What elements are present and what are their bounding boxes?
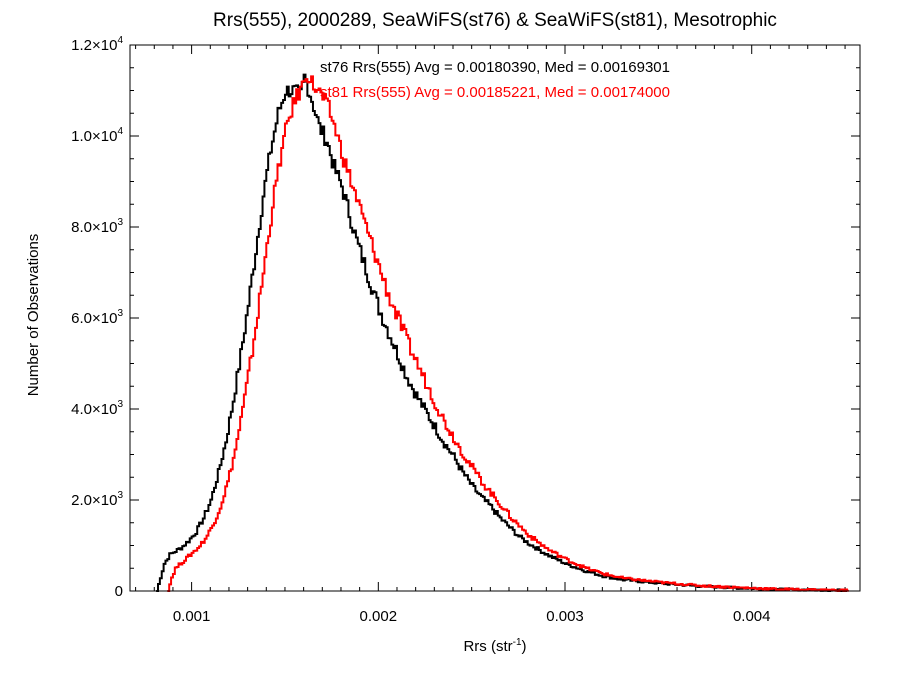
x-tick-label: 0.001 bbox=[173, 608, 211, 625]
y-axis-label: Number of Observations bbox=[25, 234, 42, 397]
y-tick-exponent: 3 bbox=[117, 308, 123, 319]
y-tick-label: 4.0×103 bbox=[71, 399, 123, 418]
y-tick-mantissa: 1.0×10 bbox=[71, 128, 117, 145]
y-tick-exponent: 3 bbox=[117, 399, 123, 410]
y-tick-label: 8.0×103 bbox=[71, 217, 123, 236]
series-st76-line bbox=[156, 73, 847, 592]
y-tick-label: 1.2×104 bbox=[71, 35, 123, 54]
series-st81-line bbox=[167, 75, 849, 592]
series-annotations: st76 Rrs(555) Avg = 0.00180390, Med = 0.… bbox=[320, 59, 670, 101]
y-tick-mantissa: 6.0×10 bbox=[71, 310, 117, 327]
y-tick-exponent: 3 bbox=[117, 490, 123, 501]
chart-title: Rrs(555), 2000289, SeaWiFS(st76) & SeaWi… bbox=[213, 10, 777, 31]
y-tick-exponent: 4 bbox=[117, 126, 123, 137]
y-tick-mantissa: 2.0×10 bbox=[71, 492, 117, 509]
y-tick-mantissa: 1.2×10 bbox=[71, 37, 117, 54]
axis-ticks: 0.001 0.002 0.003 0.00402.0×1034.0×1036.0×1… bbox=[71, 35, 860, 625]
x-axis-label: Rrs (str-1) bbox=[463, 637, 526, 655]
plot-frame bbox=[129, 44, 861, 592]
x-axis-label-text: Rrs (str bbox=[463, 638, 512, 655]
y-tick-mantissa: 4.0×10 bbox=[71, 401, 117, 418]
y-tick-exponent: 3 bbox=[117, 217, 123, 228]
x-tick-label: 0.003 bbox=[546, 608, 584, 625]
x-tick-label: 0.004 bbox=[733, 608, 771, 625]
y-tick-mantissa: 0 bbox=[115, 583, 123, 600]
x-tick-label: 0.002 bbox=[360, 608, 398, 625]
x-axis-label-sup: -1 bbox=[513, 637, 522, 648]
annotation-st81: st81 Rrs(555) Avg = 0.00185221, Med = 0.… bbox=[320, 84, 670, 101]
y-tick-exponent: 4 bbox=[117, 35, 123, 46]
y-tick-label: 1.0×104 bbox=[71, 126, 123, 145]
annotation-st76: st76 Rrs(555) Avg = 0.00180390, Med = 0.… bbox=[320, 59, 670, 76]
y-tick-label: 0 bbox=[115, 583, 123, 600]
y-tick-mantissa: 8.0×10 bbox=[71, 219, 117, 236]
x-axis-label-close: ) bbox=[522, 638, 527, 655]
series-layer bbox=[156, 73, 849, 592]
y-tick-label: 6.0×103 bbox=[71, 308, 123, 327]
y-axis-label-group: Number of Observations bbox=[25, 234, 42, 397]
y-tick-label: 2.0×103 bbox=[71, 490, 123, 509]
